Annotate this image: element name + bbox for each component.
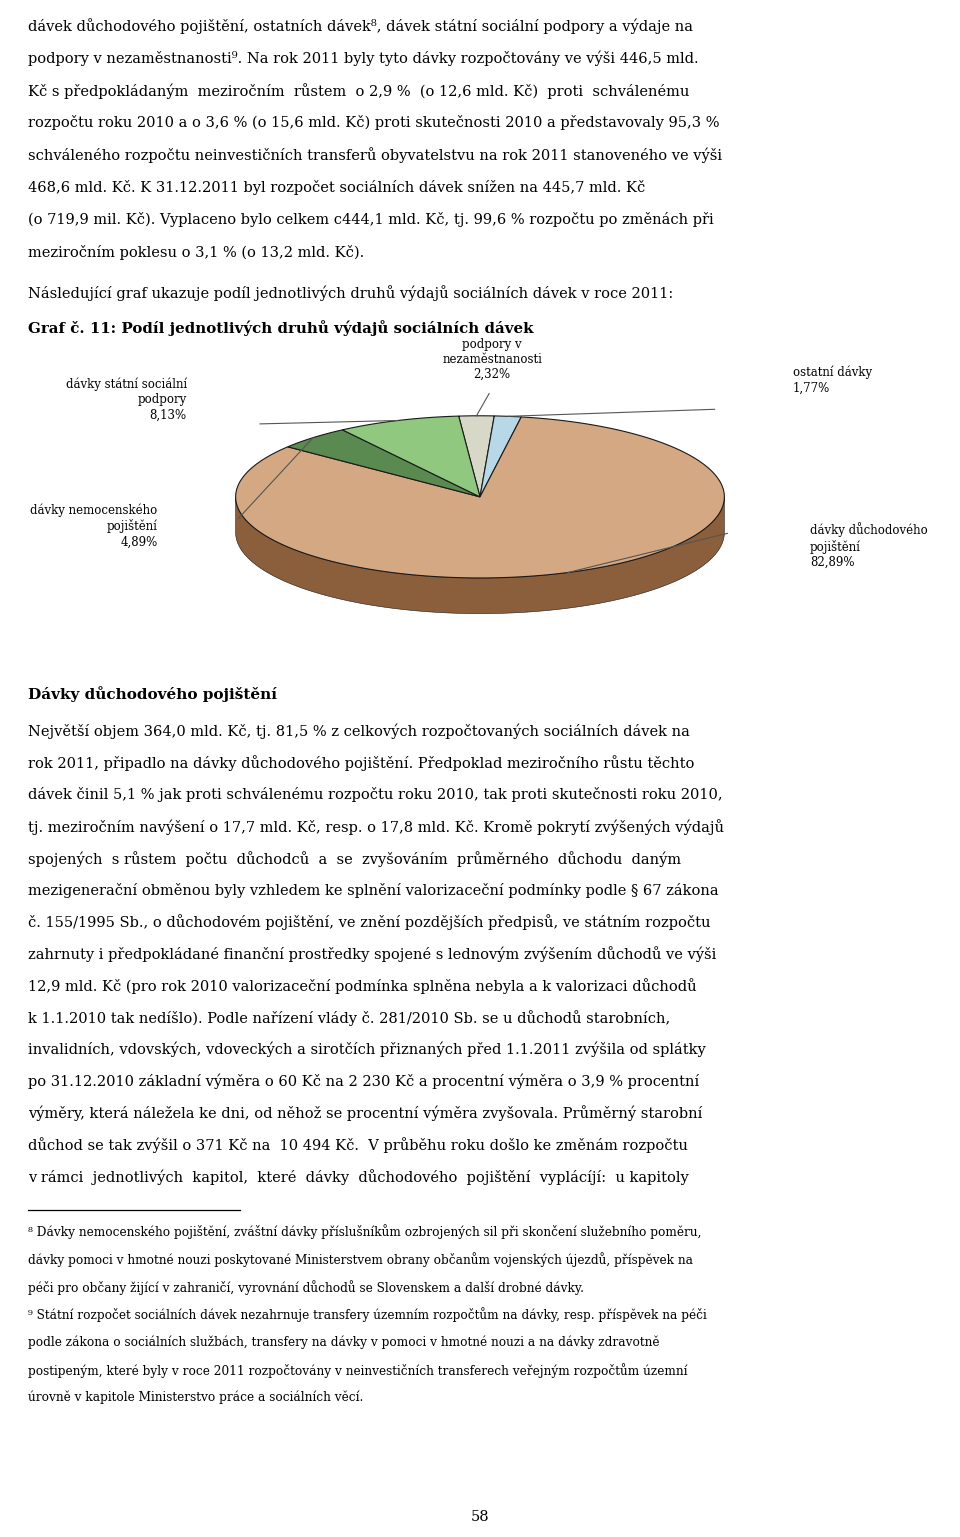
- Text: péči pro občany žijící v zahraničí, vyrovnání důchodů se Slovenskem a další drob: péči pro občany žijící v zahraničí, vyro…: [28, 1280, 584, 1294]
- Text: postipeným, které byly v roce 2011 rozpočtovány v neinvestičních transferech veř: postipeným, které byly v roce 2011 rozpo…: [28, 1363, 687, 1377]
- Text: výměry, která náležela ke dni, od něhož se procentní výměra zvyšovala. Průměrný : výměry, která náležela ke dni, od něhož …: [28, 1105, 703, 1120]
- Text: 468,6 mld. Kč. K 31.12.2011 byl rozpočet sociálních dávek snížen na 445,7 mld. K: 468,6 mld. Kč. K 31.12.2011 byl rozpočet…: [28, 180, 645, 195]
- Polygon shape: [343, 417, 480, 496]
- Text: meziročním poklesu o 3,1 % (o 13,2 mld. Kč).: meziročním poklesu o 3,1 % (o 13,2 mld. …: [28, 244, 364, 260]
- Text: rok 2011, připadlo na dávky důchodového pojištění. Předpoklad meziročního růstu : rok 2011, připadlo na dávky důchodového …: [28, 756, 694, 772]
- Text: dávek důchodového pojištění, ostatních dávek⁸, dávek státní sociální podpory a v: dávek důchodového pojištění, ostatních d…: [28, 18, 693, 34]
- Text: spojených  s růstem  počtu  důchodců  a  se  zvyšováním  průměrného  důchodu  da: spojených s růstem počtu důchodců a se z…: [28, 851, 682, 867]
- Text: ostatní dávky
1,77%: ostatní dávky 1,77%: [793, 366, 872, 395]
- Text: podle zákona o sociálních službách, transfery na dávky v pomoci v hmotné nouzi a: podle zákona o sociálních službách, tran…: [28, 1336, 660, 1348]
- Text: zahrnuty i předpokládané finanční prostředky spojené s lednovým zvýšením důchodů: zahrnuty i předpokládané finanční prostř…: [28, 947, 716, 962]
- Text: 12,9 mld. Kč (pro rok 2010 valorizaceční podmínka splněna nebyla a k valorizaci : 12,9 mld. Kč (pro rok 2010 valorizaceční…: [28, 978, 697, 994]
- Text: dávek činil 5,1 % jak proti schválenému rozpočtu roku 2010, tak proti skutečnost: dávek činil 5,1 % jak proti schválenému …: [28, 787, 723, 802]
- Text: dávky důchodového
pojištění
82,89%: dávky důchodového pojištění 82,89%: [810, 523, 927, 569]
- Text: Graf č. 11: Podíl jednotlivých druhů výdajů sociálních dávek: Graf č. 11: Podíl jednotlivých druhů výd…: [28, 320, 534, 337]
- Text: Největší objem 364,0 mld. Kč, tj. 81,5 % z celkových rozpočtovaných sociálních d: Největší objem 364,0 mld. Kč, tj. 81,5 %…: [28, 724, 690, 739]
- Text: důchod se tak zvýšil o 371 Kč na  10 494 Kč.  V průběhu roku došlo ke změnám roz: důchod se tak zvýšil o 371 Kč na 10 494 …: [28, 1137, 688, 1153]
- Text: č. 155/1995 Sb., o důchodovém pojištění, ve znění pozdějších předpisů, ve státní: č. 155/1995 Sb., o důchodovém pojištění,…: [28, 915, 710, 930]
- Text: Následující graf ukazuje podíl jednotlivých druhů výdajů sociálních dávek v roce: Následující graf ukazuje podíl jednotliv…: [28, 286, 673, 301]
- Text: po 31.12.2010 základní výměra o 60 Kč na 2 230 Kč a procentní výměra o 3,9 % pro: po 31.12.2010 základní výměra o 60 Kč na…: [28, 1073, 699, 1088]
- Polygon shape: [480, 417, 521, 496]
- Text: ⁸ Dávky nemocenského pojištění, zváštní dávky příslušníkům ozbrojených sil při s: ⁸ Dávky nemocenského pojištění, zváštní …: [28, 1225, 702, 1239]
- Text: tj. meziročním navýšení o 17,7 mld. Kč, resp. o 17,8 mld. Kč. Kromě pokrytí zvýš: tj. meziročním navýšení o 17,7 mld. Kč, …: [28, 819, 724, 835]
- Text: mezigenerační obměnou byly vzhledem ke splnění valorizaceční podmínky podle § 67: mezigenerační obměnou byly vzhledem ke s…: [28, 882, 719, 898]
- Text: dávky pomoci v hmotné nouzi poskytované Ministerstvem obrany občanům vojenských : dávky pomoci v hmotné nouzi poskytované …: [28, 1253, 693, 1266]
- Text: (o 719,9 mil. Kč). Vyplaceno bylo celkem с444,1 mld. Kč, tj. 99,6 % rozpočtu po : (o 719,9 mil. Kč). Vyplaceno bylo celkem…: [28, 212, 713, 227]
- Text: dávky státní sociální
podpory
8,13%: dávky státní sociální podpory 8,13%: [65, 378, 187, 421]
- Text: v rámci  jednotlivých  kapitol,  které  dávky  důchodového  pojištění  vyplácíjí: v rámci jednotlivých kapitol, které dávk…: [28, 1168, 688, 1185]
- Text: úrovně v kapitole Ministerstvo práce a sociálních věcí.: úrovně v kapitole Ministerstvo práce a s…: [28, 1391, 364, 1403]
- Text: 58: 58: [470, 1509, 490, 1525]
- Text: k 1.1.2010 tak nedíšlo). Podle nařízení vlády č. 281/2010 Sb. se u důchodů staro: k 1.1.2010 tak nedíšlo). Podle nařízení …: [28, 1010, 670, 1025]
- Text: Dávky důchodového pojištění: Dávky důchodového pojištění: [28, 686, 277, 702]
- Text: Kč s předpokládaným  meziročním  růstem  o 2,9 %  (o 12,6 mld. Kč)  proti  schvá: Kč s předpokládaným meziročním růstem o …: [28, 83, 689, 98]
- Text: schváleného rozpočtu neinvestičních transferů obyvatelstvu na rok 2011 stanovené: schváleného rozpočtu neinvestičních tran…: [28, 148, 722, 163]
- Text: invalidních, vdovských, vdoveckých a sirotčích přiznaných před 1.1.2011 zvýšila : invalidních, vdovských, vdoveckých a sir…: [28, 1042, 706, 1057]
- Text: podpory v nezaměstnanosti⁹. Na rok 2011 byly tyto dávky rozpočtovány ve výši 446: podpory v nezaměstnanosti⁹. Na rok 2011 …: [28, 51, 699, 66]
- Polygon shape: [235, 417, 725, 578]
- Text: dávky nemocenského
pojištění
4,89%: dávky nemocenského pojištění 4,89%: [30, 504, 157, 549]
- Text: rozpočtu roku 2010 a o 3,6 % (o 15,6 mld. Kč) proti skutečnosti 2010 a představo: rozpočtu roku 2010 a o 3,6 % (o 15,6 mld…: [28, 115, 719, 131]
- Polygon shape: [235, 498, 725, 613]
- Polygon shape: [459, 417, 494, 496]
- Text: ⁹ Státní rozpočet sociálních dávek nezahrnuje transfery územním rozpočtům na dáv: ⁹ Státní rozpočet sociálních dávek nezah…: [28, 1308, 707, 1322]
- Polygon shape: [288, 430, 480, 496]
- Text: podpory v
nezaměstnanosti
2,32%: podpory v nezaměstnanosti 2,32%: [443, 338, 542, 381]
